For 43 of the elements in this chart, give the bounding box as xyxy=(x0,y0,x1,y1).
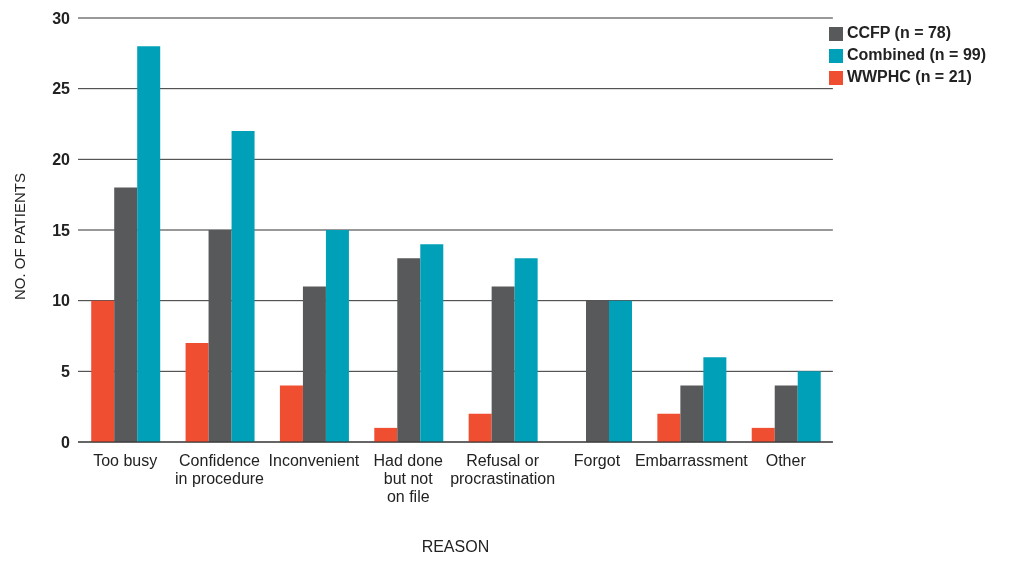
bar xyxy=(91,300,115,442)
bar xyxy=(514,258,538,442)
bar xyxy=(657,413,681,442)
bar xyxy=(586,300,610,442)
bar xyxy=(185,343,209,442)
y-tick-label: 5 xyxy=(61,363,71,381)
bar xyxy=(397,258,421,442)
bar xyxy=(325,230,349,442)
bar xyxy=(468,413,492,442)
bar xyxy=(797,371,821,442)
bar xyxy=(114,187,138,442)
bar xyxy=(374,427,398,442)
bar xyxy=(137,46,161,442)
x-axis-title: REASON xyxy=(421,538,490,555)
bar xyxy=(302,286,326,442)
legend-label: WWPHC (n = 21) xyxy=(846,68,972,85)
legend-label: CCFP (n = 78) xyxy=(846,24,952,41)
legend-label: Combined (n = 99) xyxy=(846,46,986,63)
x-tick-label: Forgot xyxy=(573,452,621,469)
x-tick-label: Confidence in procedure xyxy=(175,452,265,487)
bar xyxy=(774,385,798,442)
x-tick-label: Refusal or procrastination xyxy=(450,452,556,487)
bar xyxy=(751,427,775,442)
bar xyxy=(420,244,444,442)
bar xyxy=(491,286,515,442)
y-tick-label: 15 xyxy=(52,221,71,239)
bar xyxy=(279,385,303,442)
x-tick-label: Inconvenient xyxy=(268,452,360,469)
bar xyxy=(680,385,704,442)
bar xyxy=(208,230,232,442)
y-axis-title: NO. OF PATIENTS xyxy=(11,173,29,300)
x-tick-label: Other xyxy=(765,452,807,469)
y-tick-label: 25 xyxy=(52,80,71,98)
x-tick-label: Embarrassment xyxy=(634,452,749,469)
x-tick-label: Had done but not on file xyxy=(373,452,444,505)
y-tick-label: 10 xyxy=(52,292,71,310)
bar xyxy=(231,131,255,442)
y-tick-label: 30 xyxy=(52,9,71,27)
x-tick-label: Too busy xyxy=(93,452,158,469)
bar xyxy=(703,357,727,442)
y-tick-label: 20 xyxy=(52,151,71,169)
bar xyxy=(609,300,633,442)
y-tick-label: 0 xyxy=(61,433,71,451)
